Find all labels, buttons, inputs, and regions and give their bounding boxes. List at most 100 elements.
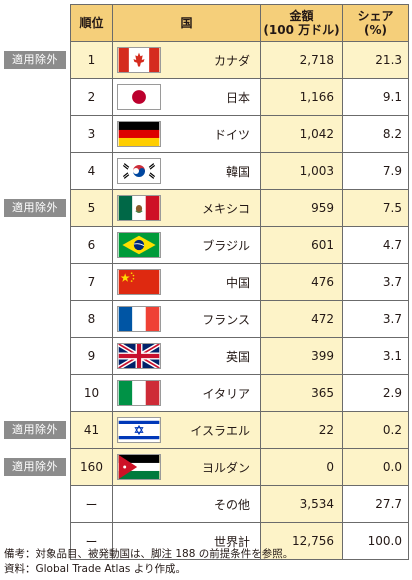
country-name-cell: イタリア (164, 374, 262, 412)
country-name-cell: 英国 (164, 337, 262, 375)
rank-cell: ー (70, 522, 113, 560)
flag-cell (112, 485, 165, 523)
amount-cell: 2,718 (260, 41, 344, 79)
table-header-row: 順位 国 金額 (100 万ドル) シェア (%) (70, 4, 410, 42)
header-share-title: シェア (357, 9, 394, 23)
amount-cell: 399 (260, 337, 344, 375)
flag-cell (112, 78, 165, 116)
table-row: 7 中国 476 3.7 (70, 263, 410, 301)
flag-cell (112, 226, 165, 264)
header-amount-title: 金額 (289, 9, 314, 23)
share-cell: 0.0 (342, 448, 410, 486)
exemption-badge: 適用除外 (4, 421, 66, 439)
footnote-source: 資料：Global Trade Atlas より作成。 (4, 563, 186, 575)
table-row: 9 英国 399 3.1 (70, 337, 410, 375)
flag-cell (112, 411, 165, 449)
country-name-cell: その他 (164, 485, 262, 523)
rank-cell: 10 (70, 374, 113, 412)
share-cell: 2.9 (342, 374, 410, 412)
rank-cell: 41 (70, 411, 113, 449)
header-share: シェア (%) (342, 4, 410, 42)
amount-cell: 1,166 (260, 78, 344, 116)
table-row: 5 メキシコ 959 7.5 (70, 189, 410, 227)
country-name-cell: 中国 (164, 263, 262, 301)
country-name-cell: フランス (164, 300, 262, 338)
country-name-cell: ドイツ (164, 115, 262, 153)
flag-cell (112, 374, 165, 412)
amount-cell: 472 (260, 300, 344, 338)
table-row: 160 ヨルダン 0 0.0 (70, 448, 410, 486)
china-flag-icon (116, 269, 161, 295)
rank-cell: 6 (70, 226, 113, 264)
country-name-cell: 世界計 (164, 522, 262, 560)
mexico-flag-icon (116, 195, 161, 221)
table-row: ー その他 3,534 27.7 (70, 485, 410, 523)
share-cell: 8.2 (342, 115, 410, 153)
footnote-remarks: 備考：対象品目、被発動国は、脚注 188 の前提条件を参照。 (4, 548, 294, 560)
table-row: 2 日本 1,166 9.1 (70, 78, 410, 116)
country-name-cell: 韓国 (164, 152, 262, 190)
amount-cell: 1,042 (260, 115, 344, 153)
table-body: 1 カナダ 2,718 21.3 2 日本 1,166 9.1 3 ドイツ 1,042 8.2 4 韓国 1… (70, 41, 410, 560)
share-cell: 27.7 (342, 485, 410, 523)
table-row: 3 ドイツ 1,042 8.2 (70, 115, 410, 153)
table-row: 8 フランス 472 3.7 (70, 300, 410, 338)
country-name-cell: ヨルダン (164, 448, 262, 486)
table-row: ー 世界計 12,756 100.0 (70, 522, 410, 560)
share-cell: 21.3 (342, 41, 410, 79)
rank-cell: 4 (70, 152, 113, 190)
amount-cell: 601 (260, 226, 344, 264)
country-name-cell: イスラエル (164, 411, 262, 449)
share-cell: 4.7 (342, 226, 410, 264)
share-cell: 7.5 (342, 189, 410, 227)
country-name-cell: ブラジル (164, 226, 262, 264)
flag-cell (112, 189, 165, 227)
flag-cell (112, 300, 165, 338)
share-cell: 100.0 (342, 522, 410, 560)
rank-cell: ー (70, 485, 113, 523)
flag-cell (112, 448, 165, 486)
exemption-badge: 適用除外 (4, 51, 66, 69)
flag-cell (112, 115, 165, 153)
flag-cell (112, 152, 165, 190)
rank-cell: 8 (70, 300, 113, 338)
header-rank: 順位 (70, 4, 113, 42)
korea-flag-icon (116, 158, 161, 184)
amount-cell: 22 (260, 411, 344, 449)
footnotes: 備考：対象品目、被発動国は、脚注 188 の前提条件を参照。 資料：Global… (4, 547, 293, 577)
share-cell: 7.9 (342, 152, 410, 190)
amount-cell: 3,534 (260, 485, 344, 523)
canada-flag-icon (116, 47, 161, 73)
country-name-cell: カナダ (164, 41, 262, 79)
exemption-badge: 適用除外 (4, 458, 66, 476)
france-flag-icon (116, 306, 161, 332)
uk-flag-icon (116, 343, 161, 369)
amount-cell: 476 (260, 263, 344, 301)
header-amount: 金額 (100 万ドル) (260, 4, 344, 42)
rank-cell: 2 (70, 78, 113, 116)
table-row: 41 イスラエル 22 0.2 (70, 411, 410, 449)
exemption-badge: 適用除外 (4, 199, 66, 217)
share-cell: 3.7 (342, 263, 410, 301)
amount-cell: 959 (260, 189, 344, 227)
amount-cell: 1,003 (260, 152, 344, 190)
share-cell: 9.1 (342, 78, 410, 116)
share-cell: 3.1 (342, 337, 410, 375)
table-row: 6 ブラジル 601 4.7 (70, 226, 410, 264)
rank-cell: 160 (70, 448, 113, 486)
germany-flag-icon (116, 121, 161, 147)
table-row: 10 イタリア 365 2.9 (70, 374, 410, 412)
share-cell: 3.7 (342, 300, 410, 338)
header-country: 国 (111, 4, 262, 42)
share-cell: 0.2 (342, 411, 410, 449)
brazil-flag-icon (116, 232, 161, 258)
israel-flag-icon (116, 417, 161, 443)
rank-cell: 7 (70, 263, 113, 301)
flag-cell (112, 263, 165, 301)
japan-flag-icon (116, 84, 161, 110)
table-row: 4 韓国 1,003 7.9 (70, 152, 410, 190)
jordan-flag-icon (116, 454, 161, 480)
trade-ranking-table: 順位 国 金額 (100 万ドル) シェア (%) 1 カナダ 2,718 21.3 2… (70, 4, 410, 560)
country-name-cell: メキシコ (164, 189, 262, 227)
flag-cell (112, 337, 165, 375)
